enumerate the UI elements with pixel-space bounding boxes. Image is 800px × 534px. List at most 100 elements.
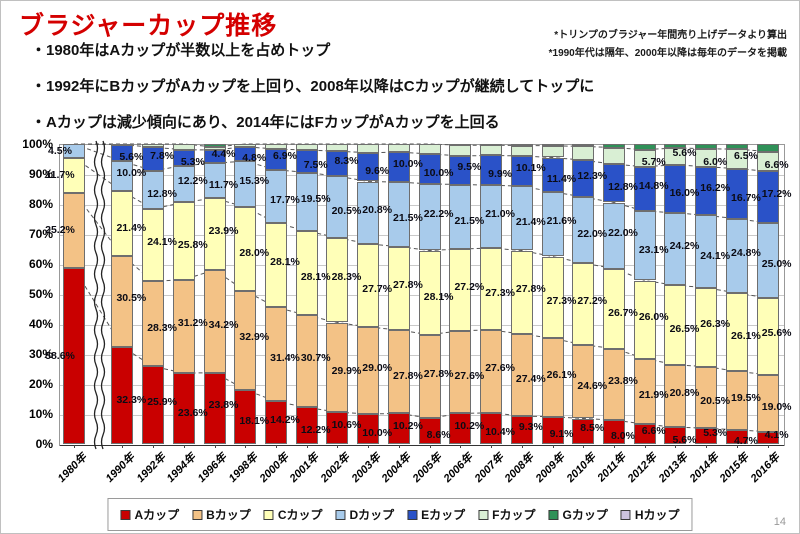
legend-item: Aカップ xyxy=(120,506,179,523)
x-axis-tick xyxy=(675,445,677,448)
x-axis-tick-label: 1992年 xyxy=(134,451,168,485)
bar-segment-Eカップ xyxy=(725,168,748,219)
bar-segment-Cカップ xyxy=(449,249,472,331)
data-label: 28.1% xyxy=(270,255,300,268)
bar-segment-Eカップ xyxy=(695,166,718,216)
data-label: 26.1% xyxy=(546,368,577,381)
legend-label: Cカップ xyxy=(277,508,323,522)
bar-segment-Fカップ xyxy=(572,146,595,161)
data-label: 24.2% xyxy=(669,239,700,252)
y-axis-tick-label: 60% xyxy=(28,257,53,271)
data-label: 19.0% xyxy=(761,400,792,413)
bar-segment-Eカップ xyxy=(357,152,380,182)
data-label: 22.0% xyxy=(608,226,638,239)
bar-segment-Dカップ xyxy=(111,161,134,192)
x-axis-tick xyxy=(552,445,554,448)
bar-segment-Aカップ xyxy=(265,401,287,444)
data-label: 30.5% xyxy=(116,292,147,305)
bar-segment-Gカップ xyxy=(603,144,625,148)
bar-segment-Gカップ xyxy=(541,144,564,146)
bar-segment-Aカップ xyxy=(387,413,410,444)
y-axis-tick-label: 100% xyxy=(22,137,53,151)
data-label: 17.7% xyxy=(270,194,300,207)
chart-legend: Aカップ Bカップ Cカップ Dカップ Eカップ Fカップ Gカップ Hカップ xyxy=(107,498,693,531)
data-label: 12.2% xyxy=(300,423,331,436)
legend-item: Eカップ xyxy=(407,506,465,523)
bar-segment-Aカップ xyxy=(541,416,564,444)
source-note-line: *トリンプのブラジャー年間売り上げデータより算出 xyxy=(554,30,787,41)
bar-segment-Eカップ xyxy=(756,171,779,223)
data-label: 6.5% xyxy=(733,149,758,162)
data-label: 7.5% xyxy=(303,159,328,171)
x-axis-tick xyxy=(429,445,431,448)
data-label: 10.2% xyxy=(393,419,423,432)
data-label: 4.7% xyxy=(733,434,758,447)
bar-segment-Aカップ xyxy=(172,373,195,444)
bar-segment-Cカップ xyxy=(357,243,380,327)
bar-segment-Bカップ xyxy=(63,192,85,269)
data-label: 9.3% xyxy=(518,420,543,433)
legend-item: Hカップ xyxy=(620,506,680,523)
data-label: 5.3% xyxy=(180,155,205,168)
bar-segment-Bカップ xyxy=(449,330,472,414)
data-label: 32.3% xyxy=(116,393,147,406)
data-label: 25.2% xyxy=(45,224,75,237)
x-axis-tick-label: 2009年 xyxy=(533,451,568,485)
data-label: 21.9% xyxy=(638,389,669,402)
bar-segment-Aカップ xyxy=(633,424,656,444)
bar-segment-Cカップ xyxy=(172,202,195,280)
data-label: 14.2% xyxy=(270,413,300,426)
bar-segment-Bカップ xyxy=(387,330,410,414)
bar-segment-Fカップ xyxy=(172,144,195,150)
bar-segment-Bカップ xyxy=(572,344,595,419)
data-label: 12.2% xyxy=(177,174,208,187)
bar-segment-Dカップ xyxy=(203,163,226,199)
data-label: 27.2% xyxy=(454,280,485,293)
bar-segment-Cカップ xyxy=(387,246,410,330)
legend-swatch xyxy=(335,509,346,520)
data-label: 28.3% xyxy=(331,270,362,283)
y-axis-tick-label: 70% xyxy=(28,227,53,241)
data-label: 21.6% xyxy=(546,214,577,227)
legend-item: Bカップ xyxy=(192,506,251,523)
bar-segment-Dカップ xyxy=(725,218,748,294)
bar-segment-Aカップ xyxy=(142,366,165,444)
bar-segment-Dカップ xyxy=(142,170,165,210)
bar-segment-Fカップ xyxy=(541,145,564,158)
data-label: 6.6% xyxy=(641,424,666,437)
x-axis-tick-label: 2005年 xyxy=(410,451,445,485)
data-label: 4.1% xyxy=(764,428,789,441)
data-label: 27.2% xyxy=(577,294,608,307)
x-axis-tick-label: 1980年 xyxy=(55,451,89,485)
bar-segment-Bカップ xyxy=(111,255,134,348)
data-label: 27.3% xyxy=(485,286,515,299)
bar-segment-Aカップ xyxy=(111,347,134,444)
bullet-item: ・1992年にBカップがAカップを上回り、2008年以降はCカップが継続してトッ… xyxy=(31,78,595,95)
data-label: 28.1% xyxy=(300,270,331,283)
data-label: 14.8% xyxy=(638,179,669,192)
data-label: 5.6% xyxy=(672,147,697,160)
data-label: 24.1% xyxy=(147,236,177,248)
bar-segment-Gカップ xyxy=(756,144,779,152)
data-label: 23.8% xyxy=(608,375,638,388)
bar-segment-Cカップ xyxy=(295,231,318,316)
x-axis-tick-label: 2002年 xyxy=(318,451,353,485)
data-label: 27.6% xyxy=(454,369,485,382)
bar-segment-Fカップ xyxy=(725,149,748,169)
bar-segment-Bカップ xyxy=(633,358,656,425)
bar-segment-Aカップ xyxy=(603,420,625,444)
bar-segment-Aカップ xyxy=(510,416,533,444)
bar-segment-Gカップ xyxy=(480,144,503,146)
bar-segment-Bカップ xyxy=(480,330,503,413)
data-label: 27.8% xyxy=(393,369,423,382)
legend-label: Eカップ xyxy=(421,508,466,522)
x-axis-tick xyxy=(644,445,646,448)
bar-segment-Bカップ xyxy=(142,281,165,367)
bar-segment-Bカップ xyxy=(326,322,349,413)
bar-segment-Aカップ xyxy=(203,372,226,444)
x-axis-tick xyxy=(706,445,708,448)
data-label: 22.0% xyxy=(577,227,608,240)
bar-segment-Bカップ xyxy=(172,279,195,374)
data-label: 58.6% xyxy=(45,349,75,362)
y-axis-tick-label: 80% xyxy=(28,197,53,211)
